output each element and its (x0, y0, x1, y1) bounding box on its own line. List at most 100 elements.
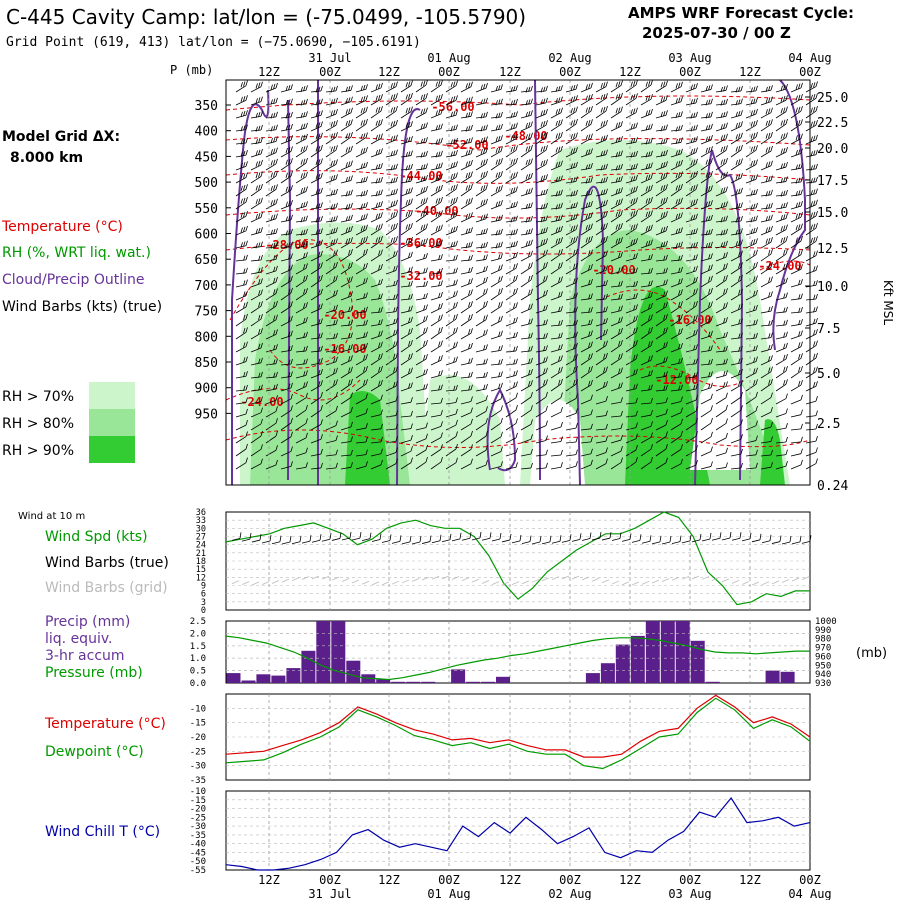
wind-barb-feather (275, 344, 278, 350)
wind-barb-feather (573, 133, 576, 139)
wind-barb-feather (555, 227, 558, 233)
wind-barb-feather (348, 249, 351, 256)
wind-barb (235, 201, 247, 210)
wind-barb (355, 441, 367, 444)
wind-barb-feather (495, 100, 498, 106)
wind-barb (490, 466, 502, 470)
wind-barb (355, 137, 367, 145)
temperature-contour-label: -40.00 (415, 204, 458, 218)
precip-bar (481, 681, 496, 683)
wind-barb (415, 331, 427, 340)
wind-barb-feather (483, 112, 486, 118)
wind-barb-feather (288, 158, 291, 165)
wind-barb (445, 230, 457, 236)
wind-barb-feather (485, 288, 488, 294)
wind-barb (430, 359, 442, 366)
wind-barb-feather (560, 319, 563, 326)
wind-barb (550, 466, 562, 470)
wind-barb (370, 123, 382, 132)
wind-barb (310, 423, 322, 431)
wind-barb-feather (320, 434, 323, 440)
wind-barb-feather (530, 228, 533, 234)
wind-barb-feather (345, 227, 348, 233)
wind-barb-feather (423, 108, 426, 114)
wind-barb (505, 386, 517, 392)
wind-barb-feather (438, 151, 441, 157)
wind-barb (295, 397, 307, 405)
temperature-contour-label: -20.00 (592, 263, 635, 277)
wind-barb-feather (380, 319, 383, 325)
wind-barb-feather (485, 198, 488, 204)
time-axis-date-bottom: 04 Aug (788, 887, 831, 900)
wind-barb-feather (545, 85, 548, 92)
wind-barb-feather (255, 83, 258, 89)
wind-barb (475, 399, 487, 405)
wind-barb-feather (420, 152, 423, 158)
wind-barb-feather (455, 254, 458, 261)
wind-barb (505, 292, 517, 301)
wind-barb-feather (350, 319, 353, 326)
wind-barb (310, 373, 322, 379)
wind-barb-feather (438, 225, 441, 231)
wind-barb-feather (555, 133, 558, 139)
wind-barb-feather (315, 217, 318, 223)
wind-barb-feather (345, 86, 348, 93)
wind-barb-feather (365, 306, 368, 312)
wind-barb-feather (410, 410, 413, 417)
wind-barb (535, 467, 547, 470)
wind-barb-feather (378, 83, 381, 89)
wind-barb-feather (335, 289, 338, 296)
wind-barb-feather (303, 99, 306, 105)
wind-barb-feather (273, 112, 276, 118)
wind-barb-feather (258, 267, 261, 273)
wind-barb-feather (320, 187, 323, 193)
wind-barb-feather (510, 188, 513, 194)
wind-barb (385, 255, 397, 262)
wind-barb-feather (813, 93, 816, 100)
wind-barb-feather (480, 229, 483, 236)
wind-barb (340, 310, 352, 314)
wind-barb-feather (420, 94, 423, 101)
model-grid-label: Model Grid ΔX: (2, 129, 120, 145)
wind-barb (250, 362, 262, 366)
wind-barb (310, 293, 322, 301)
wind-barb-feather (425, 422, 428, 428)
wind-barb (280, 335, 292, 340)
wind-barb-feather (393, 353, 396, 359)
wind-barb-feather (410, 293, 413, 299)
wind-barb (445, 436, 457, 444)
height-tick: 10.0 (817, 280, 848, 295)
wind-barb-feather (815, 306, 818, 312)
wind-barb-feather (480, 243, 483, 249)
wind-barb (310, 137, 322, 145)
wind-barb-feather (243, 226, 246, 232)
wind-barb (250, 401, 262, 405)
wind-barb-feather (375, 202, 378, 208)
wind-barb-feather (500, 98, 503, 104)
wind-barb-feather (485, 344, 488, 350)
wind-barb-feather (380, 394, 383, 400)
wind-barb (340, 348, 352, 353)
wind-barb (400, 298, 412, 301)
wind-barb (280, 465, 292, 470)
rh70-label: RH > 70% (2, 389, 74, 405)
wind-barb-feather (315, 111, 318, 118)
wind-barb (385, 371, 397, 379)
wind-barb-feather (365, 132, 368, 138)
wind-barb-feather (410, 210, 413, 216)
wind-barb-feather (243, 211, 246, 218)
wind-barb-feather (305, 392, 308, 398)
wind-barb-feather (500, 393, 503, 400)
wind-barb-feather (258, 184, 261, 190)
wind-barb-feather (455, 172, 458, 178)
wind-barb (265, 363, 277, 366)
wind-barb (265, 203, 277, 210)
wind-barb-feather (530, 434, 533, 440)
wind-barb-feather (500, 275, 503, 281)
wind-barb-feather (303, 216, 306, 222)
wind-barb-feather (545, 449, 548, 455)
wind-barb-feather (410, 80, 413, 86)
wind-barb-feather (243, 197, 246, 204)
wind-barb-feather (290, 287, 293, 294)
wind-barb-feather (348, 320, 351, 326)
